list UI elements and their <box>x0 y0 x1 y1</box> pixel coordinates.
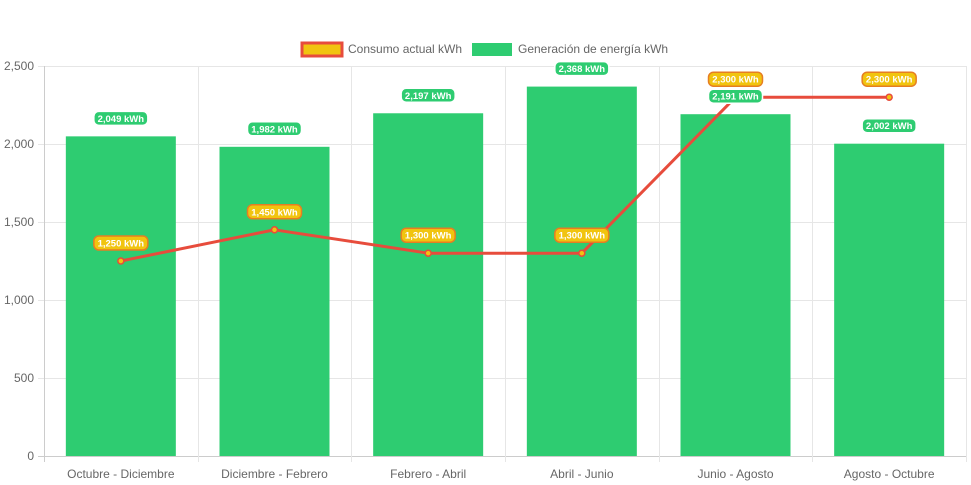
y-tick-label: 500 <box>14 371 34 385</box>
legend-label-generacion[interactable]: Generación de energía kWh <box>518 42 668 56</box>
legend-item-consumo[interactable]: Consumo actual kWh <box>300 41 462 58</box>
y-tick-label: 1,000 <box>4 293 34 307</box>
bar-data-label-3-box <box>400 87 456 104</box>
bar-data-label-1: 2,049 kWh <box>98 114 145 125</box>
line-data-label-2: 1,450 kWh <box>251 207 298 218</box>
grid-lines <box>38 66 967 462</box>
line-data-label-6: 2,300 kWh <box>866 75 913 86</box>
bar-1 <box>65 136 176 456</box>
bar-data-label-5-box <box>707 88 764 104</box>
legend-swatch-generacion[interactable] <box>472 43 512 56</box>
x-tick-label: Abril - Junio <box>550 467 614 481</box>
bar-data-label-3: 2,197 kWh <box>405 91 452 102</box>
bar-data-label-5: 2,191 kWh <box>712 92 759 103</box>
line-data-label-4: 1,300 kWh <box>559 231 606 242</box>
bar-2 <box>219 146 330 457</box>
bar-data-label-6: 2,002 kWh <box>866 121 913 132</box>
legend-item-generacion[interactable]: Generación de energía kWh <box>472 42 668 56</box>
x-tick-label: Diciembre - Febrero <box>221 467 328 481</box>
bar-data-label-2: 1,982 kWh <box>251 124 298 135</box>
y-axis: 0 500 1,000 1,500 2,000 2,500 <box>4 59 34 463</box>
consumo-point-3 <box>424 249 432 257</box>
bar-data-label-6-box <box>861 117 917 134</box>
x-axis: Octubre - Diciembre Diciembre - Febrero Fe… <box>67 467 935 481</box>
bar-data-label-4-box <box>554 60 610 77</box>
line-data-label-5-box <box>707 71 764 87</box>
bar-4 <box>526 86 637 456</box>
bar-data-label-4: 2,368 kWh <box>559 64 606 75</box>
x-tick-label: Febrero - Abril <box>390 467 466 481</box>
x-tick-label: Agosto - Octubre <box>844 467 935 481</box>
legend[interactable]: Consumo actual kWh Generación de energía… <box>300 41 668 58</box>
consumo-point-1 <box>117 257 125 265</box>
line-data-label-1-box <box>93 235 149 251</box>
legend-swatch-consumo[interactable] <box>300 41 344 58</box>
legend-label-consumo[interactable]: Consumo actual kWh <box>348 42 462 56</box>
line-data-label-6-box <box>861 71 917 87</box>
consumo-point-2 <box>270 226 279 234</box>
line-data-label-2-box <box>246 204 303 220</box>
data-labels: 2,049 kWh 1,982 kWh 2,197 kWh 2,368 kWh 2,19… <box>93 60 917 251</box>
bar-data-label-1-box <box>93 110 149 127</box>
bar-3 <box>373 113 484 456</box>
bar-5 <box>680 114 791 456</box>
bar-6 <box>834 143 945 457</box>
line-data-label-3: 1,300 kWh <box>405 231 452 242</box>
x-tick-label: Octubre - Diciembre <box>67 467 175 481</box>
line-data-label-5: 2,300 kWh <box>712 75 759 86</box>
line-data-label-3-box <box>400 227 456 243</box>
y-tick-label: 0 <box>27 449 34 463</box>
bar-series <box>65 86 945 457</box>
line-data-label-1: 1,250 kWh <box>98 239 145 250</box>
y-tick-label: 1,500 <box>4 215 34 229</box>
line-data-label-4-box <box>554 227 610 243</box>
y-tick-label: 2,000 <box>4 137 34 151</box>
y-tick-label: 2,500 <box>4 59 34 73</box>
x-tick-label: Junio - Agosto <box>697 467 773 481</box>
consumo-point-6 <box>885 93 893 101</box>
bar-data-label-2-box <box>246 121 303 137</box>
consumo-point-4 <box>578 249 586 257</box>
